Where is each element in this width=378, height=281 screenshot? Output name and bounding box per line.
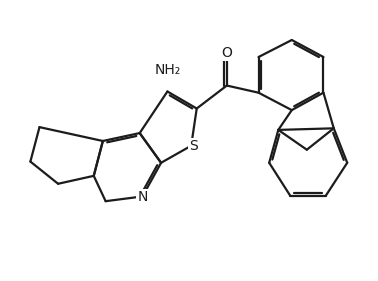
Text: S: S: [189, 139, 198, 153]
Text: O: O: [222, 46, 232, 60]
Text: NH₂: NH₂: [154, 63, 181, 77]
Text: N: N: [137, 190, 148, 204]
